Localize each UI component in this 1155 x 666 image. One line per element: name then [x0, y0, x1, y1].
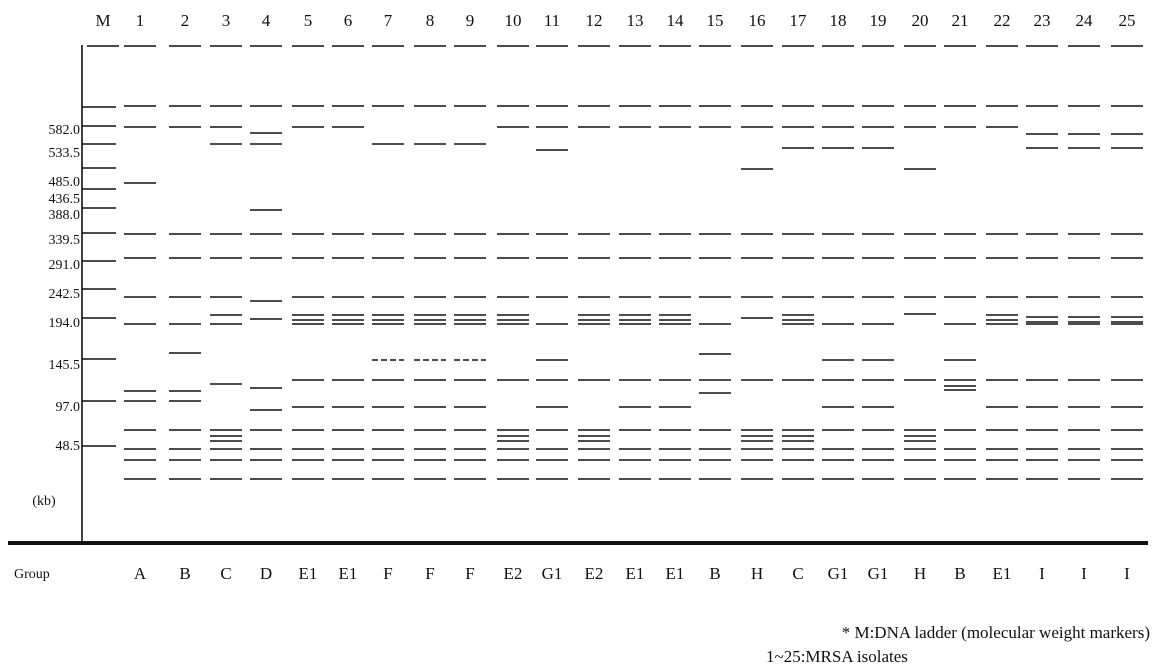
lane-label: 6 [344, 11, 353, 30]
lane-label: 9 [466, 11, 475, 30]
unit-label: (kb) [32, 494, 56, 509]
lane-label: 5 [304, 11, 313, 30]
group-name: D [260, 564, 272, 583]
group-name: C [220, 564, 231, 583]
lane-label: 25 [1119, 11, 1136, 30]
group-name: F [425, 564, 434, 583]
lane-label: 13 [627, 11, 644, 30]
group-name: F [465, 564, 474, 583]
footnote: * M:DNA ladder (molecular weight markers… [842, 623, 1150, 642]
marker-label: 97.0 [56, 400, 81, 415]
lane-label: 18 [830, 11, 847, 30]
group-name: E1 [993, 564, 1012, 583]
group-name: F [383, 564, 392, 583]
lane-label: 15 [707, 11, 724, 30]
lane-label: 16 [749, 11, 766, 30]
group-name: E1 [666, 564, 685, 583]
group-name: B [709, 564, 720, 583]
lane-label: 1 [136, 11, 145, 30]
group-label: Group [14, 567, 50, 582]
marker-label: 582.0 [49, 123, 81, 138]
marker-label: 48.5 [56, 439, 81, 454]
lane-label: 8 [426, 11, 435, 30]
lane-label: M [95, 11, 110, 30]
footnote: 1~25:MRSA isolates [766, 647, 908, 666]
group-name: E1 [339, 564, 358, 583]
lane-label: 7 [384, 11, 393, 30]
lane-label: 10 [505, 11, 522, 30]
marker-label: 145.5 [49, 358, 81, 373]
lane-label: 4 [262, 11, 271, 30]
lane-label: 3 [222, 11, 231, 30]
lane-label: 17 [790, 11, 808, 30]
group-name: H [914, 564, 926, 583]
group-name: E2 [504, 564, 523, 583]
lane-label: 2 [181, 11, 190, 30]
group-name: E1 [299, 564, 318, 583]
group-name: B [179, 564, 190, 583]
lane-label: 11 [544, 11, 560, 30]
marker-label: 436.5 [49, 192, 81, 207]
marker-label: 485.0 [49, 175, 81, 190]
marker-label: 533.5 [49, 146, 81, 161]
group-name: G1 [542, 564, 563, 583]
marker-label: 339.5 [49, 233, 81, 248]
group-name: I [1081, 564, 1087, 583]
group-name: E1 [626, 564, 645, 583]
group-name: H [751, 564, 763, 583]
group-name: C [792, 564, 803, 583]
lane-label: 14 [667, 11, 685, 30]
lane-label: 21 [952, 11, 969, 30]
group-name: I [1039, 564, 1045, 583]
lane-label: 22 [994, 11, 1011, 30]
marker-label: 194.0 [49, 316, 81, 331]
group-name: A [134, 564, 147, 583]
lane-label: 19 [870, 11, 887, 30]
group-name: I [1124, 564, 1130, 583]
group-name: G1 [868, 564, 889, 583]
marker-label: 242.5 [49, 287, 81, 302]
lane-label: 12 [586, 11, 603, 30]
group-name: E2 [585, 564, 604, 583]
gel-diagram: (kb) Group * M:DNA ladder (molecular wei… [0, 0, 1155, 666]
lane-label: 23 [1034, 11, 1051, 30]
group-name: B [954, 564, 965, 583]
marker-label: 388.0 [49, 208, 81, 223]
lane-label: 24 [1076, 11, 1094, 30]
lane-label: 20 [912, 11, 929, 30]
marker-label: 291.0 [49, 258, 81, 273]
group-name: G1 [828, 564, 849, 583]
